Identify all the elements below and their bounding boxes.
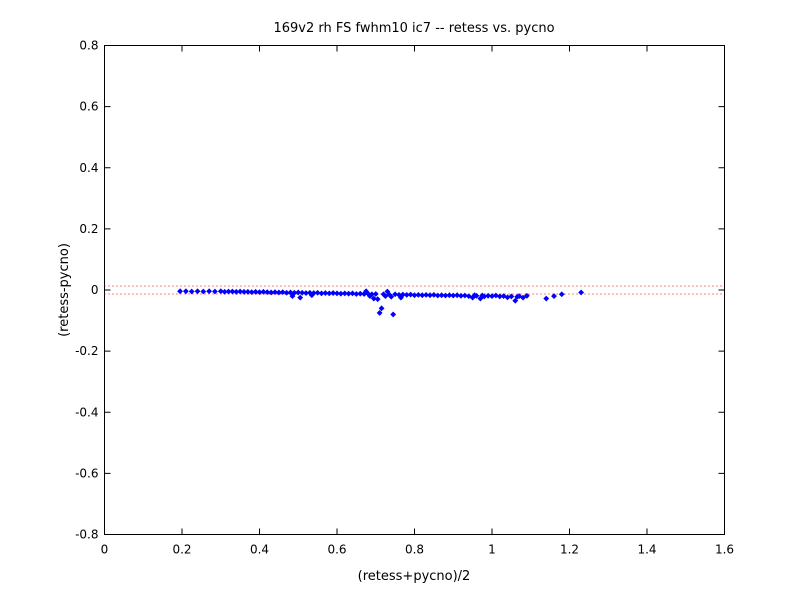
x-tick-label: 1.6 <box>715 543 734 557</box>
data-point <box>206 288 213 295</box>
data-point <box>485 292 492 299</box>
data-point <box>551 293 557 300</box>
data-point <box>370 295 377 302</box>
data-point <box>272 289 278 296</box>
data-point <box>374 296 381 303</box>
data-point <box>299 289 306 296</box>
data-point <box>334 290 340 297</box>
data-point <box>438 292 445 299</box>
data-point <box>392 291 399 298</box>
data-point <box>212 288 218 295</box>
data-point <box>523 292 530 299</box>
data-point <box>516 293 523 300</box>
data-point <box>217 288 224 295</box>
data-point <box>399 291 406 298</box>
data-point <box>446 292 453 299</box>
x-axis-label: (retess+pycno)/2 <box>358 569 471 584</box>
y-tick-label: 0.6 <box>79 100 98 114</box>
data-point <box>454 292 461 299</box>
data-point <box>388 293 395 300</box>
y-tick-label: 0.2 <box>79 222 98 236</box>
x-tick-label: 1.2 <box>560 543 579 557</box>
data-point <box>407 291 414 298</box>
data-point <box>297 294 304 301</box>
data-point <box>330 290 337 296</box>
data-point <box>415 291 422 298</box>
data-point <box>382 293 389 300</box>
y-tick-label: 0.4 <box>79 161 98 175</box>
data-point <box>194 288 201 295</box>
data-point <box>578 289 585 296</box>
data-point <box>378 305 385 312</box>
data-point <box>229 288 236 295</box>
data-point <box>289 293 296 300</box>
data-point <box>295 289 302 296</box>
data-point <box>287 289 294 296</box>
data-point <box>390 311 397 318</box>
x-tick-label: 0.4 <box>250 543 269 557</box>
x-tick-label: 0.2 <box>172 543 191 557</box>
data-point <box>182 288 189 295</box>
data-point <box>188 288 195 295</box>
x-tick-label: 0.6 <box>327 543 346 557</box>
data-point <box>200 288 207 295</box>
data-point <box>252 288 259 295</box>
data-point <box>520 294 526 301</box>
data-point <box>543 295 550 302</box>
data-point <box>357 290 364 297</box>
y-tick-label: -0.2 <box>75 344 98 358</box>
data-points <box>177 288 585 318</box>
data-point <box>264 289 271 296</box>
reference-lines <box>104 285 725 295</box>
data-point <box>349 290 356 297</box>
data-point <box>508 293 515 300</box>
data-point <box>492 292 499 299</box>
x-tick-label: 0.8 <box>405 543 424 557</box>
data-point <box>461 292 468 299</box>
data-point <box>225 288 232 295</box>
data-point <box>314 289 321 296</box>
data-point <box>260 288 267 295</box>
data-point <box>558 291 565 298</box>
data-point <box>244 288 251 295</box>
chart-title: 169v2 rh FS fwhm10 ic7 -- retess vs. pyc… <box>273 21 554 36</box>
y-tick-label: -0.4 <box>75 405 98 419</box>
data-point <box>322 290 329 296</box>
data-point <box>376 310 383 316</box>
data-point <box>279 289 286 296</box>
y-axis-ticks: -0.8 -0.6 -0.4 -0.2 0 0.2 0.4 0.6 0.8 <box>75 39 725 542</box>
data-point <box>241 288 247 295</box>
y-tick-label: 0 <box>91 283 99 297</box>
y-tick-label: 0.8 <box>79 39 98 53</box>
data-point <box>177 288 183 295</box>
y-axis-label: (retess-pycno) <box>57 243 72 337</box>
y-tick-label: -0.6 <box>75 466 98 480</box>
data-point <box>465 293 472 300</box>
x-tick-label: 0 <box>101 543 109 557</box>
data-point <box>423 291 430 298</box>
data-point <box>512 297 519 304</box>
x-tick-label: 1 <box>488 543 496 557</box>
data-point <box>341 290 348 297</box>
data-point <box>473 292 480 299</box>
x-axis-ticks: 0 0.2 0.4 0.6 0.8 1 1.2 1.4 1.6 <box>101 45 734 557</box>
data-point <box>430 291 437 298</box>
data-point <box>237 288 244 295</box>
x-tick-label: 1.4 <box>637 543 656 557</box>
data-point <box>372 291 379 297</box>
y-tick-label: -0.8 <box>75 528 98 542</box>
